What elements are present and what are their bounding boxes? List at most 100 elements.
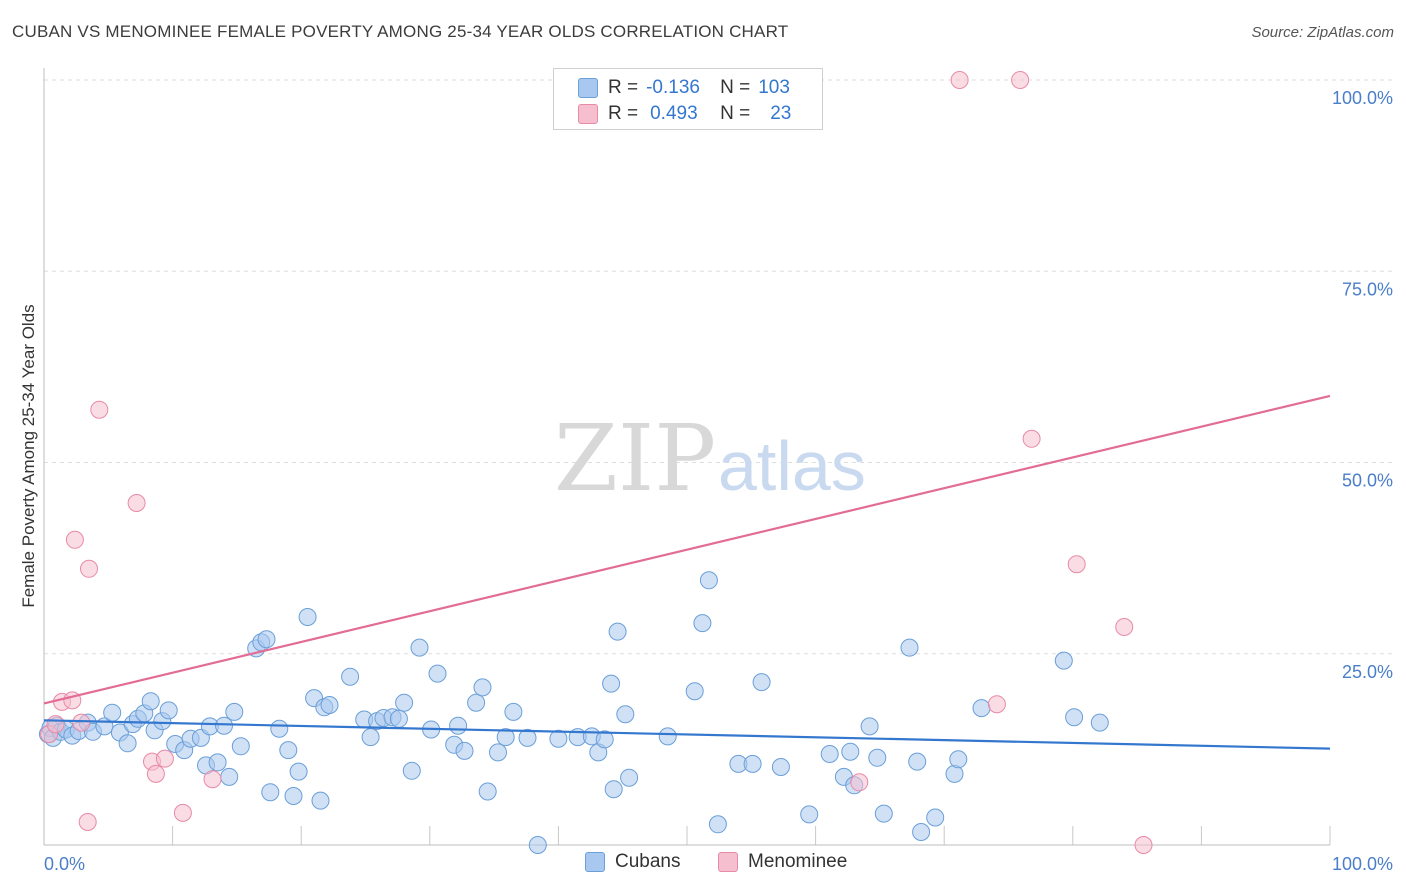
legend-n-value: 103 [758, 77, 790, 98]
watermark-zip: ZIP [554, 405, 716, 512]
legend-r-value: -0.136 [646, 77, 700, 98]
cubans-point [489, 743, 507, 762]
menominee-point [146, 764, 165, 783]
legend-swatch-menominee [578, 104, 598, 124]
legend-label-menominee: Menominee [748, 851, 848, 872]
cubans-point [496, 728, 515, 747]
menominee-point [65, 530, 84, 549]
menominee-point [127, 494, 146, 512]
menominee-point [1067, 555, 1086, 574]
y-tick-label: 50.0% [1342, 471, 1393, 491]
cubans-point [1065, 708, 1084, 727]
cubans-point [467, 693, 486, 712]
cubans-point [595, 730, 614, 749]
cubans-point [820, 745, 839, 763]
menominee-point [1022, 429, 1041, 448]
data-points [38, 71, 1153, 854]
menominee-point [78, 813, 97, 831]
x-tick-labels: 0.0% 100.0% [44, 854, 1393, 874]
y-tick-label: 75.0% [1342, 279, 1393, 299]
cubans-point [320, 696, 339, 714]
x-tick-label: 100.0% [1332, 854, 1393, 874]
legend-bottom: Cubans Menominee [0, 851, 1406, 879]
cubans-point [311, 791, 330, 810]
cubans-point [428, 664, 447, 683]
cubans-point [225, 702, 244, 721]
cubans-point [473, 678, 492, 697]
menominee-point [1115, 618, 1134, 636]
cubans-point [103, 703, 122, 722]
cubans-point [504, 702, 523, 721]
cubans-point [298, 608, 317, 626]
chart-title: CUBAN VS MENOMINEE FEMALE POVERTY AMONG … [12, 22, 789, 41]
cubans-point [284, 787, 303, 805]
cubans-point [860, 717, 879, 736]
menominee-point [72, 713, 91, 732]
cubans-point [215, 716, 233, 735]
cubans-point [908, 752, 927, 771]
legend-r-label: R = [608, 77, 639, 98]
cubans-point [616, 705, 635, 724]
cubans-point [685, 682, 704, 701]
cubans-point [1090, 713, 1109, 732]
cubans-point [900, 638, 919, 657]
cubans-point [528, 836, 547, 854]
cubans-point [604, 780, 623, 799]
cubans-point [518, 728, 537, 747]
cubans-point [708, 815, 727, 834]
cubans-point [231, 737, 250, 756]
menominee-point [46, 715, 65, 734]
cubans-point [289, 762, 308, 781]
cubans-point [912, 823, 931, 841]
cubans-point [118, 734, 137, 753]
menominee-point [1134, 836, 1153, 854]
menominee-point [950, 71, 969, 89]
cubans-point [771, 758, 790, 776]
y-axis-label: Female Poverty Among 25-34 Year Olds [19, 304, 38, 607]
menominee-point [155, 749, 174, 768]
cubans-point [800, 805, 819, 824]
legend-r-value: 0.493 [650, 103, 698, 124]
watermark: ZIP atlas [554, 405, 866, 512]
cubans-point [752, 673, 771, 692]
legend-label-cubans: Cubans [615, 851, 681, 872]
cubans-point [926, 808, 945, 827]
cubans-point [449, 716, 468, 735]
cubans-point [699, 571, 718, 590]
cubans-point [972, 699, 991, 718]
cubans-point [1054, 651, 1073, 670]
y-tick-labels: 100.0% 75.0% 50.0% 25.0% [1332, 88, 1393, 682]
cubans-point [868, 748, 887, 767]
cubans-point [402, 761, 421, 780]
legend-item-menominee: Menominee [718, 851, 847, 873]
y-tick-label: 25.0% [1342, 662, 1393, 682]
cubans-point [270, 719, 289, 738]
cubans-point [159, 701, 178, 720]
axes [43, 68, 1330, 846]
cubans-point [141, 692, 160, 711]
legend-swatch-menominee [718, 852, 738, 872]
legend-n-value: 23 [770, 103, 792, 124]
legend-n-label: N = [720, 103, 751, 124]
legend-swatch-cubans [585, 852, 605, 872]
cubans-point [874, 804, 893, 823]
cubans-point [455, 741, 474, 760]
menominee-point [203, 770, 222, 789]
menominee-point [173, 803, 192, 822]
cubans-point [602, 674, 621, 693]
cubans-point [549, 729, 568, 748]
menominee-point [1011, 71, 1030, 89]
menominee-point [80, 559, 98, 578]
menominee-point [90, 400, 109, 419]
cubans-point [220, 767, 239, 786]
cubans-point [410, 638, 429, 657]
legend-r-label: R = [608, 103, 639, 124]
cubans-point [949, 750, 968, 769]
cubans-point [279, 741, 298, 760]
cubans-point [261, 783, 280, 802]
cubans-point [841, 742, 860, 761]
cubans-point [608, 622, 627, 641]
cubans-point [743, 754, 762, 773]
cubans-point [658, 727, 677, 746]
